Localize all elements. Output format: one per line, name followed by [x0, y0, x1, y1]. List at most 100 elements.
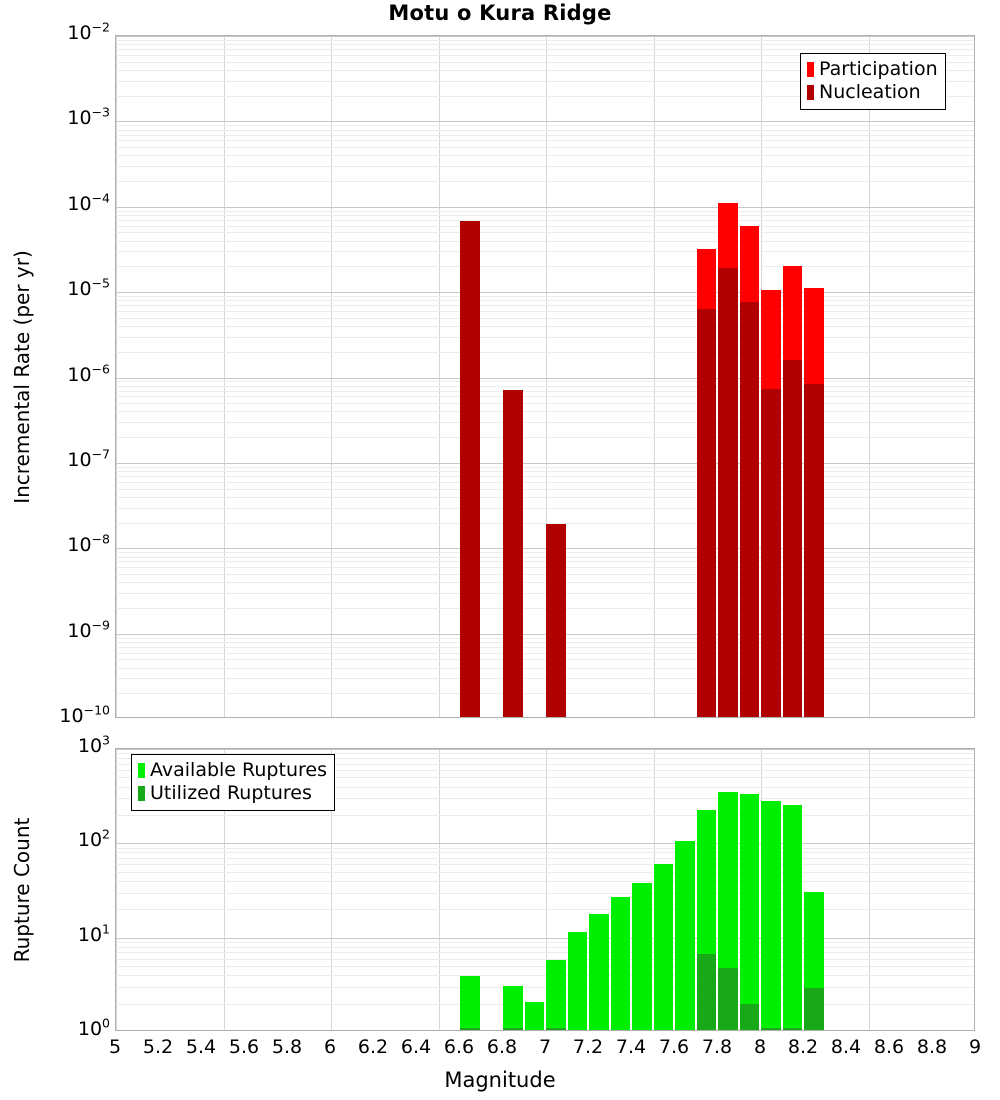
x-axis-tick-label: 5.4	[185, 1036, 217, 1058]
gridline-minor-horizontal	[116, 40, 974, 41]
bar	[610, 896, 631, 1030]
gridline-minor-horizontal	[116, 642, 974, 643]
x-axis-tick-label: 6.2	[357, 1036, 389, 1058]
gridline-major-horizontal	[116, 749, 974, 750]
bar	[804, 383, 824, 717]
gridline-minor-horizontal	[116, 411, 974, 412]
gridline-vertical	[331, 36, 332, 717]
x-axis-tick-label: 8.6	[873, 1036, 905, 1058]
x-axis-tick-label: 8	[753, 1036, 767, 1058]
gridline-minor-horizontal	[116, 55, 974, 56]
gridline-minor-horizontal	[116, 582, 974, 583]
gridline-vertical	[116, 749, 117, 1030]
gridline-minor-horizontal	[116, 62, 974, 63]
bar	[761, 388, 781, 717]
x-axis-tick-label: 5.8	[271, 1036, 303, 1058]
top-chart-bars	[116, 36, 974, 717]
gridline-major-horizontal	[116, 292, 974, 293]
gridline-minor-horizontal	[116, 241, 974, 242]
y-axis-tick-label: 10−2	[67, 19, 110, 44]
gridline-minor-horizontal	[116, 848, 974, 849]
legend-swatch-icon	[138, 763, 145, 778]
bar	[718, 268, 738, 717]
incremental-rate-plot	[115, 35, 975, 718]
gridline-minor-horizontal	[116, 770, 974, 771]
gridline-major-horizontal	[116, 938, 974, 939]
gridline-minor-horizontal	[116, 593, 974, 594]
gridline-minor-horizontal	[116, 798, 974, 799]
gridline-minor-horizontal	[116, 81, 974, 82]
gridline-vertical	[223, 36, 225, 717]
x-axis-tick-label: 6.8	[486, 1036, 518, 1058]
bar	[782, 805, 803, 1030]
legend-label: Utilized Ruptures	[150, 782, 312, 804]
bar	[503, 1028, 523, 1030]
gridline-major-horizontal	[116, 548, 974, 549]
gridline-major-horizontal	[116, 36, 974, 37]
gridline-minor-horizontal	[116, 49, 974, 50]
gridline-minor-horizontal	[116, 215, 974, 216]
y-axis-tick-label: 10−10	[59, 702, 110, 727]
gridline-minor-horizontal	[116, 70, 974, 71]
bar	[718, 968, 738, 1030]
gridline-minor-horizontal	[116, 181, 974, 182]
x-axis-tick-label: 6.4	[400, 1036, 432, 1058]
gridline-minor-horizontal	[116, 226, 974, 227]
y-axis-tick-label: 10−8	[67, 531, 110, 557]
gridline-minor-horizontal	[116, 659, 974, 660]
gridline-vertical	[868, 749, 870, 1030]
gridline-minor-horizontal	[116, 561, 974, 562]
gridline-minor-horizontal	[116, 764, 974, 765]
gridline-minor-horizontal	[116, 966, 974, 967]
gridline-minor-horizontal	[116, 467, 974, 468]
legend-item: Available Ruptures	[138, 759, 327, 782]
bottom-chart-gridlines	[116, 749, 974, 1030]
gridline-minor-horizontal	[116, 893, 974, 894]
gridline-minor-horizontal	[116, 872, 974, 873]
gridline-minor-horizontal	[116, 987, 974, 988]
y-axis-tick-label: 101	[77, 921, 110, 946]
gridline-minor-horizontal	[116, 758, 974, 759]
gridline-minor-horizontal	[116, 858, 974, 859]
gridline-minor-horizontal	[116, 557, 974, 558]
bar	[503, 986, 523, 1030]
x-axis-tick-label: 5	[108, 1036, 122, 1058]
gridline-minor-horizontal	[116, 386, 974, 387]
gridline-minor-horizontal	[116, 567, 974, 568]
bar	[632, 883, 652, 1030]
bar	[696, 953, 717, 1030]
gridline-minor-horizontal	[116, 44, 974, 45]
legend-item: Nucleation	[807, 81, 938, 104]
bar	[546, 960, 566, 1030]
top-chart-gridlines	[116, 36, 974, 717]
bar	[567, 931, 588, 1030]
x-axis-tick-label: 7.2	[572, 1036, 604, 1058]
gridline-minor-horizontal	[116, 147, 974, 148]
gridline-major-horizontal	[116, 463, 974, 464]
legend-label: Participation	[819, 58, 938, 80]
legend-label: Nucleation	[819, 81, 921, 103]
gridline-major-horizontal	[116, 378, 974, 379]
gridline-minor-horizontal	[116, 668, 974, 669]
top-chart-y-axis-label: Incremental Rate (per yr)	[10, 249, 34, 504]
x-axis-tick-label: 8.4	[830, 1036, 862, 1058]
bar	[546, 1028, 566, 1030]
gridline-minor-horizontal	[116, 130, 974, 131]
gridline-minor-horizontal	[116, 220, 974, 221]
bar	[546, 524, 566, 717]
gridline-minor-horizontal	[116, 753, 974, 754]
gridline-minor-horizontal	[116, 952, 974, 953]
x-axis-tick-label: 7.4	[615, 1036, 647, 1058]
gridline-minor-horizontal	[116, 311, 974, 312]
gridline-minor-horizontal	[116, 140, 974, 141]
gridline-vertical	[438, 749, 440, 1030]
gridline-minor-horizontal	[116, 166, 974, 167]
gridline-minor-horizontal	[116, 959, 974, 960]
x-axis-tick-label: 7	[538, 1036, 552, 1058]
bar	[761, 801, 781, 1030]
gridline-minor-horizontal	[116, 251, 974, 252]
y-axis-tick-label: 10−6	[67, 361, 110, 386]
gridline-minor-horizontal	[116, 523, 974, 524]
gridline-minor-horizontal	[116, 96, 974, 97]
gridline-minor-horizontal	[116, 305, 974, 306]
